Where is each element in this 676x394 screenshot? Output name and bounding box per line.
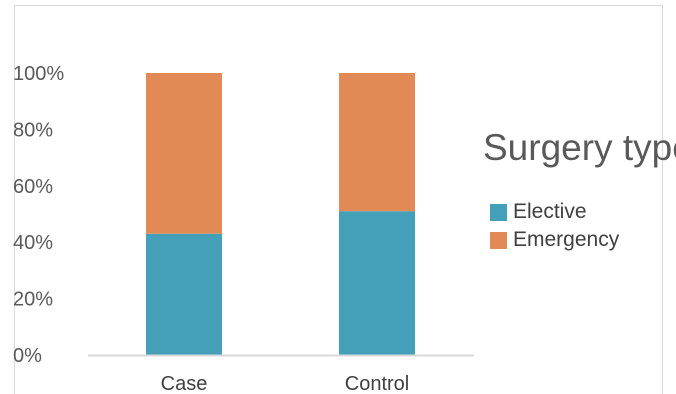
bar-elective-control: [339, 211, 415, 355]
x-category-label: Control: [345, 373, 409, 394]
y-axis-ticks: 0% 20% 40% 60% 80% 100%: [13, 63, 64, 367]
legend-item-elective: Elective: [490, 198, 619, 226]
bar-emergency-control: [339, 73, 415, 212]
y-tick-label: 100%: [13, 63, 64, 85]
x-axis-labels: Case Control: [161, 373, 410, 394]
legend-label-emergency: Emergency: [513, 228, 620, 251]
x-category-label: Case: [161, 373, 208, 394]
legend-swatch-emergency: [490, 231, 507, 249]
bar-emergency-case: [146, 73, 222, 234]
y-tick-label: 80%: [13, 119, 53, 141]
legend-label-elective: Elective: [513, 200, 587, 223]
legend: Elective Emergency: [490, 198, 619, 254]
frame-border-left: [14, 5, 15, 394]
bar-elective-case: [146, 233, 222, 355]
bars: [146, 73, 415, 355]
legend-item-emergency: Emergency: [490, 226, 619, 254]
frame-border-right: [662, 5, 663, 394]
legend-title: Surgery type: [483, 127, 676, 168]
y-tick-label: 20%: [13, 289, 53, 311]
frame-border-top: [14, 5, 662, 6]
y-tick-label: 0%: [13, 345, 42, 367]
legend-swatch-elective: [490, 203, 507, 221]
y-tick-label: 60%: [13, 176, 53, 198]
y-tick-label: 40%: [13, 232, 53, 254]
